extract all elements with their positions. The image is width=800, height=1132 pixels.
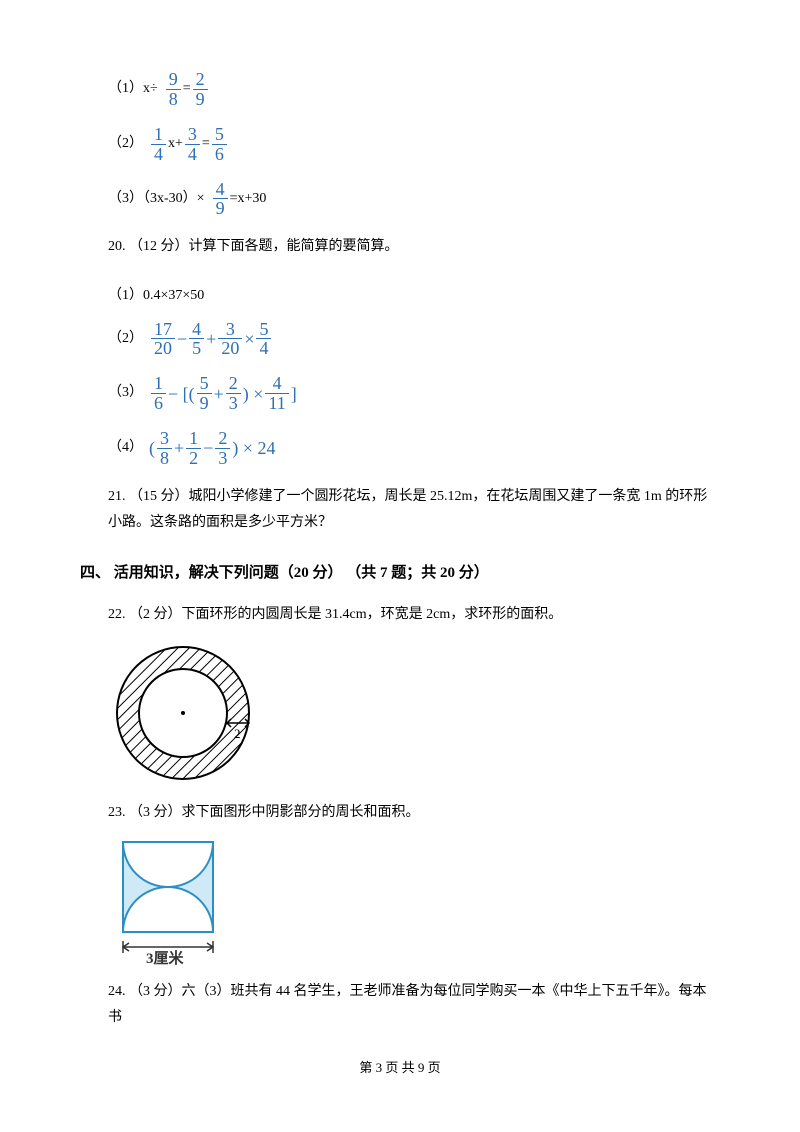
q19-p3-label: （3）（3x-30）×	[108, 186, 205, 213]
q24: 24. （3 分）六（3）班共有 44 名学生，王老师准备为每位同学购买一本《中…	[80, 979, 720, 1032]
q20-p3: （3） 16 − [( 59 + 23 ) × 411 ]	[108, 374, 720, 413]
q20-p3-label: （3）	[108, 380, 143, 407]
q19-p2-label: （2）	[108, 131, 143, 158]
ring-width-label: 2	[234, 726, 241, 741]
q20-p4: （4） ( 38 + 12 − 23 ) × 24	[108, 429, 720, 468]
fraction: 2 9	[193, 70, 208, 109]
shaded-figure: 3厘米	[108, 837, 238, 967]
expression: 1720 − 45 + 320 × 54	[149, 320, 273, 359]
q21: 21. （15 分）城阳小学修建了一个圆形花坛，周长是 25.12m，在花坛周围…	[80, 484, 720, 537]
fraction: 5 6	[212, 125, 227, 164]
fraction: 9 8	[166, 70, 181, 109]
fraction: 3 4	[185, 125, 200, 164]
q20-p2-label: （2）	[108, 326, 143, 353]
eq-text: =	[183, 76, 191, 103]
fig2-width-label: 3厘米	[146, 949, 185, 967]
q19-part2: （2） 1 4 x+ 3 4 = 5 6	[108, 125, 720, 164]
expression: ( 38 + 12 − 23 ) × 24	[149, 429, 275, 468]
fraction: 4 9	[213, 180, 228, 219]
q19-part3: （3）（3x-30）× 4 9 =x+30	[108, 180, 720, 219]
eq-text: =	[202, 131, 210, 158]
expression: 16 − [( 59 + 23 ) × 411 ]	[149, 374, 297, 413]
q20-p1: （1）0.4×37×50	[108, 283, 720, 310]
q19-p1-label: （1）x÷	[108, 76, 158, 103]
ring-figure: 2	[108, 638, 258, 788]
q23: 23. （3 分）求下面图形中阴影部分的周长和面积。	[80, 800, 720, 827]
eq-text: =x+30	[230, 186, 267, 213]
page-footer: 第 3 页 共 9 页	[80, 1056, 720, 1081]
q19-part1: （1）x÷ 9 8 = 2 9	[108, 70, 720, 109]
fraction: 1 4	[151, 125, 166, 164]
q20-p2: （2） 1720 − 45 + 320 × 54	[108, 320, 720, 359]
exam-page: （1）x÷ 9 8 = 2 9 （2） 1 4 x+ 3 4 =	[0, 0, 800, 1121]
q19-block: （1）x÷ 9 8 = 2 9 （2） 1 4 x+ 3 4 =	[80, 70, 720, 218]
q20-block: （1）0.4×37×50 （2） 1720 − 45 + 320 × 54 （3…	[80, 283, 720, 468]
q20-stem: 20. （12 分）计算下面各题，能简算的要简算。	[80, 234, 720, 261]
q22: 22. （2 分）下面环形的内圆周长是 31.4cm，环宽是 2cm，求环形的面…	[80, 602, 720, 629]
section4-heading: 四、 活用知识，解决下列问题（20 分） （共 7 题；共 20 分）	[80, 559, 720, 588]
q20-p4-label: （4）	[108, 435, 143, 462]
eq-text: x+	[168, 131, 183, 158]
